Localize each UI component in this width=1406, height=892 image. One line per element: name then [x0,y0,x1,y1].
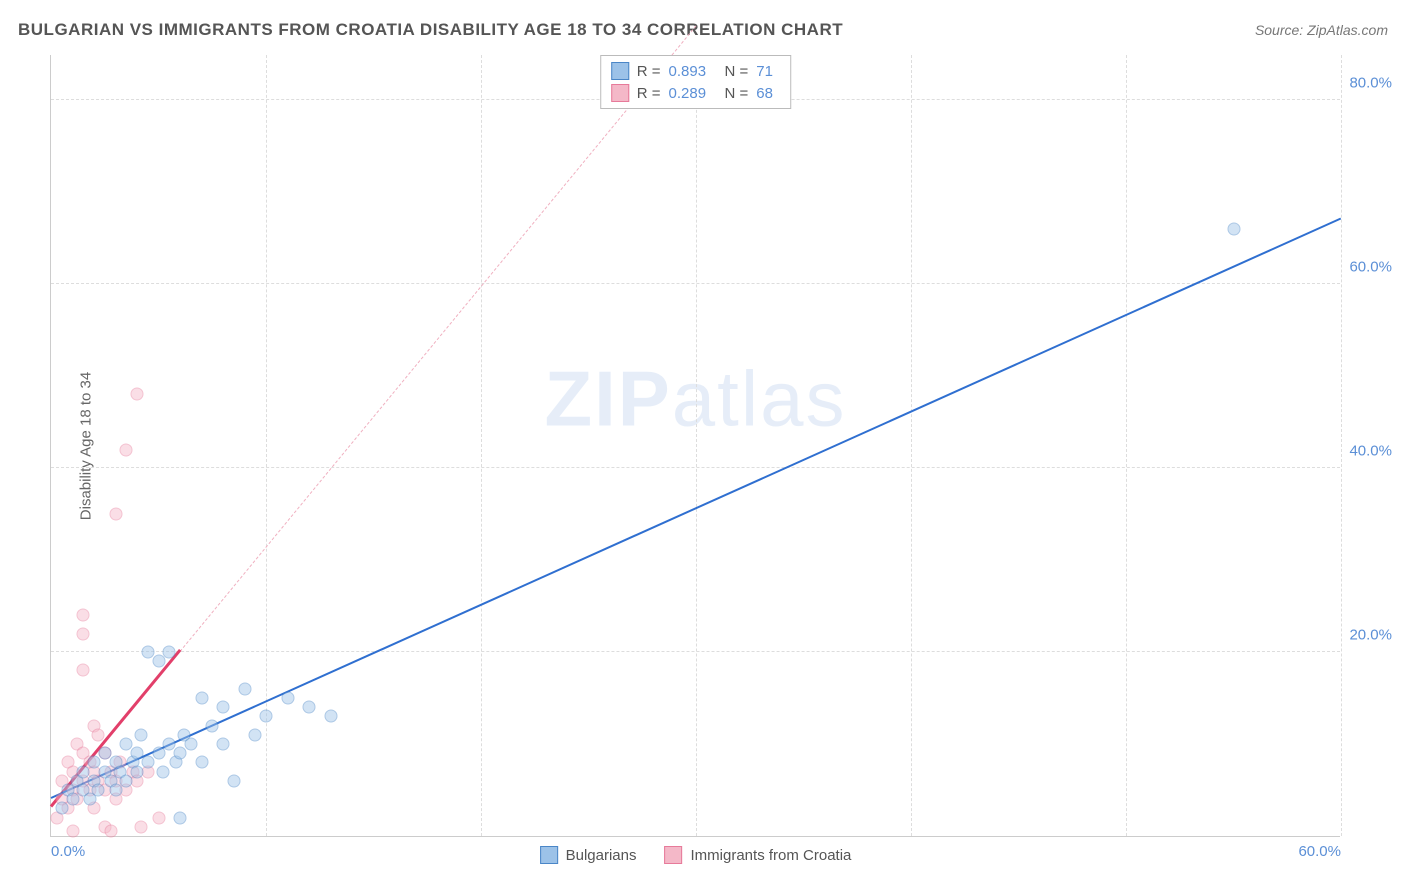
data-point [1227,222,1240,235]
stat-r-label: R = [637,85,661,102]
data-point [105,825,118,838]
data-point [174,811,187,824]
data-point [77,664,90,677]
data-point [55,802,68,815]
gridline-vertical [1126,55,1127,836]
data-point [303,701,316,714]
data-point [131,388,144,401]
data-point [120,774,133,787]
data-point [217,738,230,751]
chart-source: Source: ZipAtlas.com [1255,22,1388,38]
data-point [227,774,240,787]
legend-item: Immigrants from Croatia [665,846,852,864]
stat-r-value: 0.893 [669,63,717,80]
stats-row: R = 0.893 N = 71 [611,60,781,82]
data-point [92,784,105,797]
data-point [174,747,187,760]
bottom-legend: Bulgarians Immigrants from Croatia [540,846,852,864]
legend-swatch [611,62,629,80]
data-point [163,646,176,659]
gridline-vertical [1341,55,1342,836]
stat-n-value: 71 [756,63,780,80]
gridline-vertical [911,55,912,836]
data-point [66,793,79,806]
data-point [109,508,122,521]
chart-title: BULGARIAN VS IMMIGRANTS FROM CROATIA DIS… [18,20,843,40]
trend-line [180,26,697,652]
data-point [152,655,165,668]
x-tick-label: 60.0% [1298,843,1341,860]
stat-r-label: R = [637,63,661,80]
data-point [92,728,105,741]
y-tick-label: 80.0% [1349,75,1392,92]
data-point [238,682,251,695]
legend-swatch [665,846,683,864]
stats-row: R = 0.289 N = 68 [611,82,781,104]
chart-header: BULGARIAN VS IMMIGRANTS FROM CROATIA DIS… [18,20,1388,40]
data-point [120,443,133,456]
legend-item: Bulgarians [540,846,637,864]
data-point [324,710,337,723]
y-tick-label: 60.0% [1349,259,1392,276]
data-point [206,719,219,732]
gridline-vertical [481,55,482,836]
x-tick-label: 0.0% [51,843,85,860]
y-tick-label: 40.0% [1349,443,1392,460]
stats-legend: R = 0.893 N = 71 R = 0.289 N = 68 [600,55,792,109]
data-point [152,747,165,760]
data-point [109,784,122,797]
data-point [281,692,294,705]
stat-n-value: 68 [756,85,780,102]
data-point [260,710,273,723]
stat-n-label: N = [725,63,749,80]
data-point [135,728,148,741]
stat-n-label: N = [725,85,749,102]
legend-swatch [611,84,629,102]
data-point [141,756,154,769]
data-point [249,728,262,741]
y-tick-label: 20.0% [1349,627,1392,644]
data-point [66,825,79,838]
data-point [217,701,230,714]
data-point [135,820,148,833]
data-point [184,738,197,751]
scatter-chart: ZIPatlas 20.0%40.0%60.0%80.0%0.0%60.0%R … [50,55,1340,837]
gridline-vertical [696,55,697,836]
data-point [152,811,165,824]
data-point [195,692,208,705]
stat-r-value: 0.289 [669,85,717,102]
legend-label: Bulgarians [566,847,637,864]
data-point [156,765,169,778]
data-point [77,609,90,622]
legend-label: Immigrants from Croatia [691,847,852,864]
data-point [131,765,144,778]
data-point [195,756,208,769]
data-point [77,627,90,640]
legend-swatch [540,846,558,864]
